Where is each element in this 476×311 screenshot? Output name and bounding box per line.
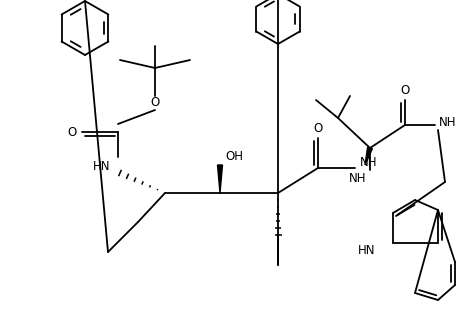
Text: O: O (150, 96, 159, 109)
Text: OH: OH (225, 151, 243, 164)
Text: O: O (400, 83, 410, 96)
Polygon shape (365, 147, 372, 165)
Polygon shape (218, 165, 222, 193)
Text: NH: NH (360, 156, 377, 169)
Text: O: O (68, 126, 77, 138)
Text: NH: NH (348, 171, 366, 184)
Text: O: O (313, 122, 323, 134)
Text: NH: NH (439, 115, 456, 128)
Text: HN: HN (357, 244, 375, 258)
Text: HN: HN (92, 160, 110, 174)
